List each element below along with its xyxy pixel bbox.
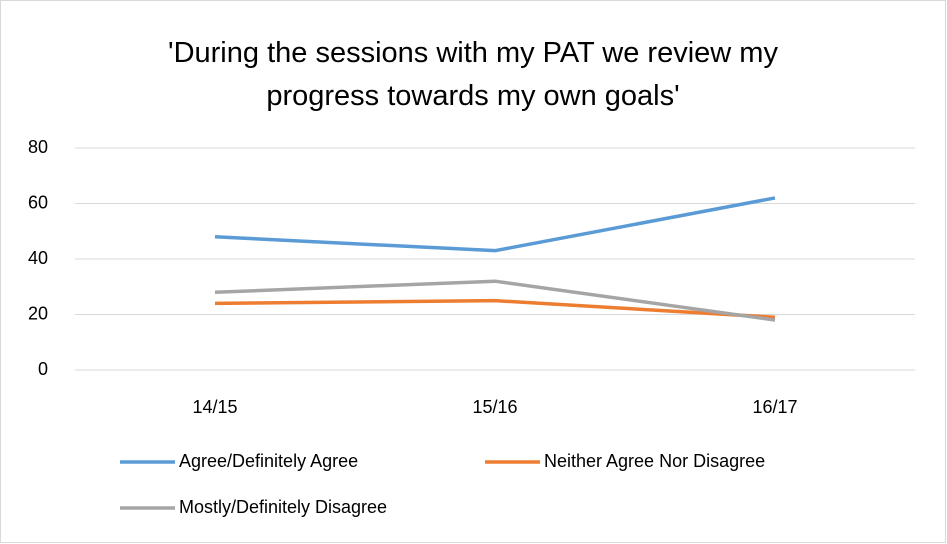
y-tick-label: 60 (28, 192, 48, 212)
y-tick-label: 20 (28, 303, 48, 323)
y-tick-label: 80 (28, 137, 48, 157)
series-line (214, 279, 776, 322)
x-tick-label: 16/17 (752, 397, 797, 417)
x-tick-label: 14/15 (192, 397, 237, 417)
y-tick-label: 40 (28, 248, 48, 268)
legend-label: Neither Agree Nor Disagree (544, 451, 765, 471)
legend-label: Agree/Definitely Agree (179, 451, 358, 471)
legend-label: Mostly/Definitely Disagree (179, 497, 387, 517)
chart-title: 'During the sessions with my PAT we revi… (168, 37, 778, 112)
y-tick-label: 0 (38, 359, 48, 379)
series-line (214, 196, 776, 253)
series-line (214, 298, 776, 320)
x-tick-label: 15/16 (472, 397, 517, 417)
